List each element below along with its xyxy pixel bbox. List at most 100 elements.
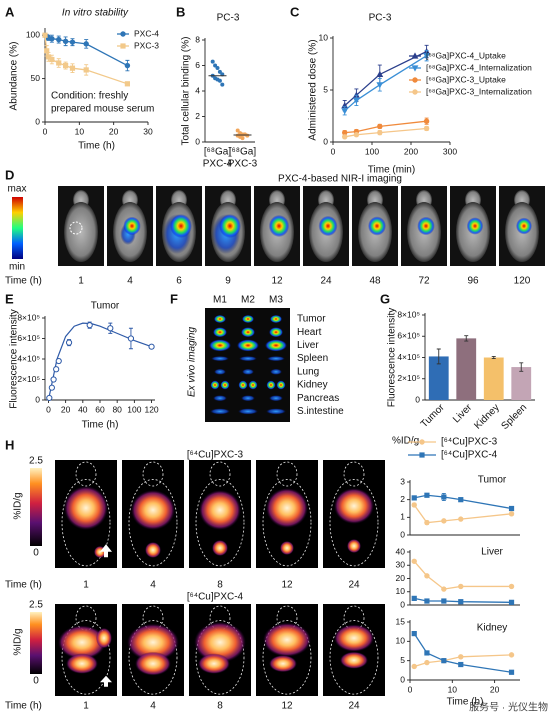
x-tick-label: Liver <box>451 402 475 426</box>
data-point <box>508 505 515 512</box>
time-value: 48 <box>369 276 381 287</box>
organ-signal <box>241 327 255 338</box>
head-outline <box>209 461 231 487</box>
tumor-signal <box>123 216 141 236</box>
pet-image <box>122 604 184 696</box>
data-point <box>107 325 114 332</box>
legend-label: [⁶⁴Cu]PXC-3 <box>441 437 498 448</box>
organ-signal <box>238 408 258 415</box>
data-point <box>441 494 447 500</box>
data-point <box>458 497 464 503</box>
time-value: 24 <box>348 580 360 591</box>
y-tick-label: 10 <box>396 586 406 596</box>
mouse-image <box>499 186 545 266</box>
body-outline <box>262 479 312 567</box>
body-outline <box>329 620 379 695</box>
time-value: 4 <box>150 580 156 591</box>
time-label: Time (h) <box>5 580 42 591</box>
data-point <box>127 335 135 342</box>
pet-image <box>189 604 251 696</box>
image-bg <box>205 308 290 422</box>
data-point <box>508 652 515 658</box>
data-point <box>411 495 417 501</box>
y-tick-label: 6×10⁵ <box>17 333 40 343</box>
signal <box>340 651 368 669</box>
y-tick-label: 0 <box>415 394 420 404</box>
tumor-signal <box>466 217 484 235</box>
pet-image <box>256 604 318 696</box>
organ-signal <box>242 368 254 375</box>
y-tick-label: 8×10⁵ <box>17 312 40 322</box>
organ-label: Pancreas <box>297 393 339 404</box>
pet-image <box>323 460 385 568</box>
tumor-signal <box>268 214 290 238</box>
data-point <box>217 69 222 74</box>
time-value: 1 <box>83 580 89 591</box>
panel-label: A <box>5 4 15 19</box>
organ-label: Kidney <box>297 380 328 391</box>
x-tick-label: PXC-3 <box>228 159 258 170</box>
pet-image <box>256 460 318 568</box>
y-tick-label: 50 <box>31 73 41 83</box>
organ-signal <box>266 380 276 390</box>
data-point <box>353 91 360 98</box>
data-point <box>424 492 430 498</box>
data-point <box>213 63 218 68</box>
tumor-signal <box>516 217 532 235</box>
legend-marker <box>411 52 419 59</box>
data-point <box>69 65 76 71</box>
y-tick-label: 8 <box>195 34 200 44</box>
y-tick-label: 2 <box>195 111 200 121</box>
data-point <box>458 654 464 660</box>
data-point <box>83 41 89 47</box>
organ-signal <box>269 395 283 402</box>
mouse-image <box>205 186 251 266</box>
data-point <box>215 66 220 71</box>
y-tick-label: 10 <box>319 32 329 42</box>
organ-signal <box>220 380 230 390</box>
legend-marker <box>411 65 419 72</box>
x-tick-label: 40 <box>78 404 88 414</box>
bar <box>456 338 477 400</box>
y-tick-label: 2 <box>400 494 405 504</box>
x-tick-label: 60 <box>95 404 105 414</box>
chart-title: Kidney <box>477 623 508 634</box>
side-label: Ex vivo imaging <box>187 327 198 397</box>
data-point <box>56 36 62 43</box>
signal <box>64 486 108 530</box>
colorbar-min: 0 <box>33 676 39 687</box>
signal <box>96 627 112 649</box>
data-point <box>441 598 447 604</box>
body-outline <box>195 620 245 695</box>
x-axis-label: Time (h) <box>447 697 484 708</box>
organ-label: Tumor <box>297 314 326 325</box>
chart-title: Tumor <box>478 475 507 486</box>
signal <box>263 622 311 657</box>
x-tick-label: Spleen <box>499 402 529 432</box>
error-bar <box>464 335 469 342</box>
data-point <box>46 394 53 402</box>
signal <box>145 542 161 558</box>
chart-title: In vitro stability <box>62 8 129 19</box>
y-tick-label: 4×10⁵ <box>397 352 420 362</box>
data-point <box>341 108 349 115</box>
y-tick-label: 0 <box>35 394 40 404</box>
group-title: [⁶⁴Cu]PXC-4 <box>187 592 244 603</box>
data-point <box>458 599 464 605</box>
data-point <box>377 123 383 130</box>
mouse-label: M1 <box>213 295 227 306</box>
data-point <box>424 519 430 526</box>
signal <box>194 621 246 663</box>
colorbar-label: %ID/g <box>13 492 24 519</box>
panel-label: E <box>5 291 14 306</box>
data-point <box>441 658 447 664</box>
series-line <box>344 55 427 112</box>
organ-label: Heart <box>297 327 322 338</box>
bar <box>483 357 504 400</box>
time-value: 9 <box>225 276 231 287</box>
pet-image <box>55 460 117 568</box>
y-tick-label: 30 <box>396 560 406 570</box>
x-tick-label: 20 <box>109 126 119 136</box>
colorbar-label: %ID/g <box>13 628 24 655</box>
error-bar <box>519 362 524 372</box>
